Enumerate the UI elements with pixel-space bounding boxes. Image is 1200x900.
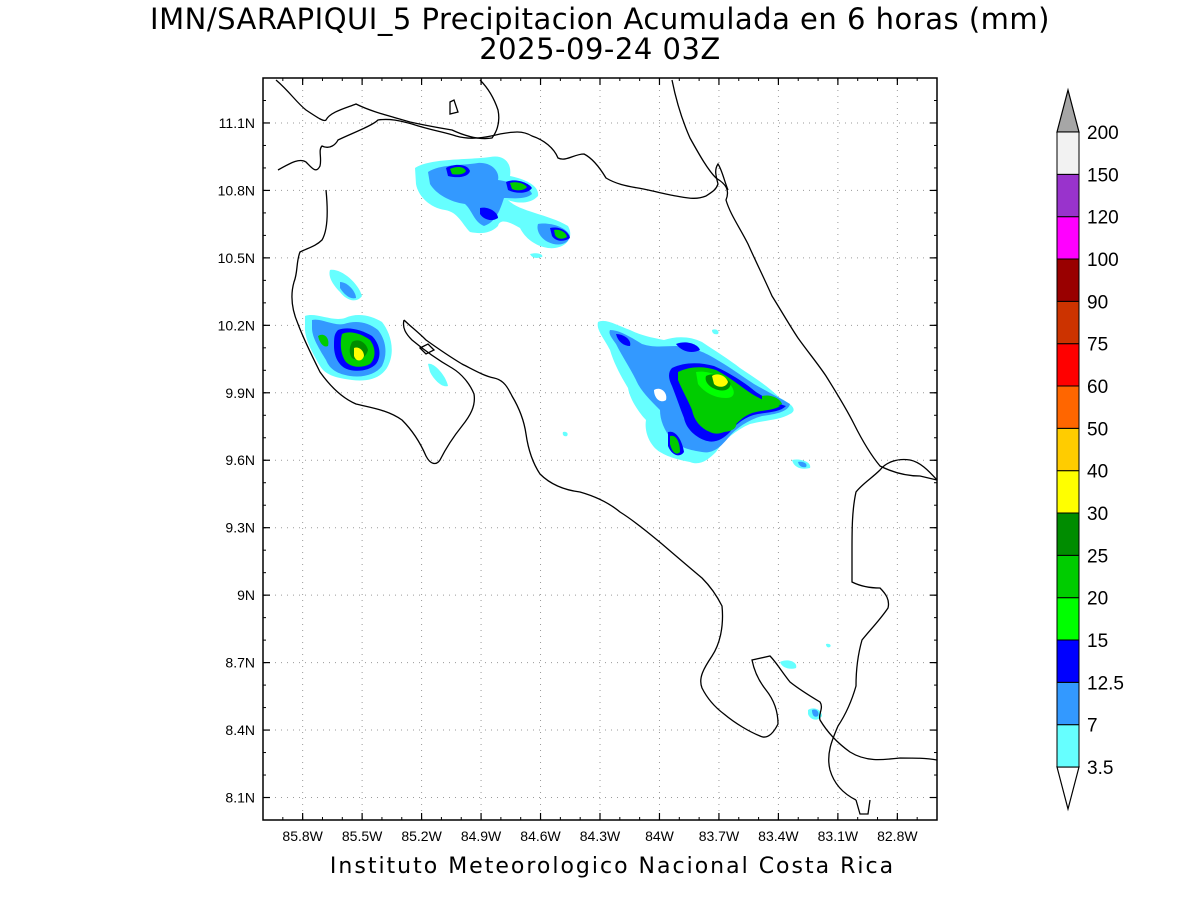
colorbar-swatch [1056, 470, 1080, 514]
nicoya-gulf [403, 319, 937, 761]
rain-area-central [562, 320, 811, 469]
colorbar-swatch [1056, 512, 1080, 556]
colorbar-swatch [1056, 131, 1080, 175]
colorbar-swatch [1056, 258, 1080, 302]
colorbar-level-label: 30 [1087, 504, 1108, 525]
lon-tick-label: 84W [645, 828, 675, 844]
colorbar-level-label: 15 [1087, 631, 1108, 652]
colorbar-swatch [1056, 597, 1080, 641]
lat-tick-label: 9N [237, 587, 255, 603]
colorbar-swatch [1056, 681, 1080, 726]
colorbar-level-label: 25 [1087, 546, 1108, 567]
colorbar-level-label: 20 [1087, 589, 1108, 610]
lat-tick-label: 9.9N [225, 385, 255, 401]
lon-tick-label: 84.6W [520, 828, 561, 844]
lat-tick-label: 8.1N [225, 790, 255, 806]
lat-tick-label: 8.7N [225, 655, 255, 671]
panama-border [828, 458, 937, 801]
colorbar-level-label: 40 [1087, 462, 1108, 483]
colorbar-level-label: 75 [1087, 335, 1108, 356]
lon-tick-label: 85.8W [282, 828, 323, 844]
colorbar-level-label: 50 [1087, 419, 1108, 440]
rain-area-south [780, 643, 831, 720]
map-valid-time: 2025-09-24 03Z [479, 32, 721, 66]
lat-tick-label: 8.4N [225, 722, 255, 738]
colorbar-underflow-triangle [1056, 766, 1080, 812]
colorbar-level-label: 3.5 [1087, 758, 1113, 779]
lon-tick-label: 85.2W [401, 828, 442, 844]
pacific-coast-north [291, 189, 476, 465]
precipitation-field [304, 156, 831, 720]
lat-tick-label: 11.1N [219, 115, 255, 131]
colorbar-level-label: 90 [1087, 292, 1108, 313]
map-title: IMN/SARAPIQUI_5 Precipitacion Acumulada … [150, 2, 1050, 36]
colorbar-swatch [1056, 385, 1080, 429]
lon-tick-label: 83.1W [818, 828, 859, 844]
colorbar-level-label: 7 [1087, 716, 1098, 737]
lon-tick-label: 84.9W [461, 828, 502, 844]
colorbar-level-label: 150 [1087, 165, 1119, 186]
lake-nicaragua-island [449, 99, 459, 115]
colorbar-level-label: 200 [1087, 123, 1119, 144]
colorbar-swatch [1056, 300, 1080, 345]
rain-area-north [415, 156, 571, 258]
lon-tick-label: 82.8W [877, 828, 918, 844]
axis-labels: 85.8W 85.5W 85.2W 84.9W 84.6W 84.3W 84W 83.7W 83… [218, 77, 938, 844]
colorbar-swatch [1056, 343, 1080, 387]
colorbar-swatch [1056, 173, 1080, 218]
map-frame [262, 77, 938, 821]
colorbar-swatch [1056, 639, 1080, 683]
chira-island [418, 343, 436, 355]
footer-credit: Instituto Meteorologico Nacional Costa R… [329, 854, 896, 879]
colorbar-swatch [1056, 554, 1080, 599]
colorbar-level-label: 12.5 [1087, 673, 1124, 694]
colorbar-level-label: 120 [1087, 208, 1119, 229]
nicaragua-coast [275, 79, 500, 140]
lon-tick-label: 84.3W [580, 828, 621, 844]
colorbar-level-label: 100 [1087, 250, 1119, 271]
lat-tick-label: 9.3N [225, 520, 255, 536]
lat-tick-label: 10.5N [218, 250, 255, 266]
colorbar: 3.5 7 12.5 15 20 25 30 40 50 60 75 90 100 120 150 200 [1056, 87, 1124, 812]
colorbar-overflow-triangle [1056, 87, 1080, 133]
panama-coast-south [855, 799, 871, 815]
colorbar-swatch [1056, 724, 1080, 768]
lon-tick-label: 83.7W [699, 828, 740, 844]
lat-tick-label: 10.2N [218, 317, 255, 333]
caribbean-coast [671, 79, 937, 481]
nicaragua-border [277, 118, 729, 199]
lon-tick-label: 85.5W [342, 828, 383, 844]
rain-area-west [304, 269, 448, 387]
colorbar-swatch [1056, 427, 1080, 472]
colorbar-level-label: 60 [1087, 377, 1108, 398]
lat-tick-label: 10.8N [218, 182, 255, 198]
coastlines [275, 79, 937, 815]
lat-tick-label: 9.6N [225, 452, 255, 468]
colorbar-swatch [1056, 216, 1080, 260]
lon-tick-label: 83.4W [758, 828, 799, 844]
